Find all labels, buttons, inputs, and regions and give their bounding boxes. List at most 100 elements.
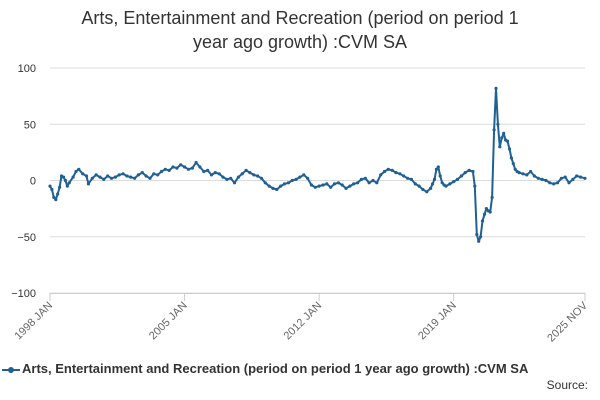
data-point: [471, 169, 475, 174]
data-point: [198, 165, 202, 169]
data-point: [256, 174, 260, 178]
data-point: [290, 178, 294, 183]
data-point: [144, 174, 148, 178]
data-point: [479, 235, 483, 239]
data-point: [225, 177, 229, 181]
data-point: [583, 176, 587, 180]
data-point: [317, 184, 321, 188]
data-point: [540, 177, 544, 181]
data-point: [325, 182, 329, 186]
data-point: [175, 166, 179, 170]
data-point: [421, 187, 425, 192]
data-point: [431, 182, 435, 186]
data-point: [579, 175, 583, 179]
data-point: [409, 177, 413, 181]
data-point: [252, 173, 256, 177]
data-point: [498, 145, 502, 149]
data-point: [398, 172, 402, 176]
data-point: [425, 190, 429, 194]
legend[interactable]: Arts, Entertainment and Recreation (peri…: [2, 361, 528, 376]
data-point: [563, 175, 567, 179]
data-point: [98, 175, 102, 179]
data-point: [286, 181, 290, 185]
data-point: [61, 175, 66, 179]
data-point: [209, 173, 214, 177]
data-point: [484, 207, 488, 211]
y-tick-label: 50: [24, 119, 36, 131]
legend-label: Arts, Entertainment and Recreation (peri…: [22, 361, 529, 376]
data-point: [536, 176, 540, 180]
data-point: [552, 182, 556, 186]
data-point: [548, 181, 552, 185]
data-point: [509, 156, 513, 160]
data-point: [559, 176, 564, 180]
chart-title: Arts, Entertainment and Recreation (peri…: [0, 6, 600, 54]
data-point: [348, 184, 352, 188]
data-point: [356, 181, 360, 185]
data-point: [109, 176, 114, 180]
data-point: [386, 167, 390, 171]
data-point: [438, 174, 442, 178]
x-tick-label: 1998 JAN: [12, 300, 55, 343]
series-line: [49, 87, 586, 243]
data-point: [56, 192, 60, 196]
data-point: [525, 173, 529, 177]
data-point: [477, 239, 481, 243]
data-point: [125, 174, 129, 178]
series-group: [48, 86, 587, 243]
data-point: [473, 184, 477, 188]
data-point: [213, 171, 217, 175]
data-point: [74, 169, 78, 174]
data-point: [136, 173, 140, 177]
gridlines: [50, 67, 585, 294]
data-point: [490, 195, 494, 199]
data-point: [448, 182, 452, 186]
data-point: [329, 185, 333, 189]
data-point: [102, 177, 106, 181]
data-point: [159, 169, 164, 174]
data-point: [505, 139, 510, 143]
data-point: [221, 175, 225, 179]
data-point: [117, 173, 121, 177]
data-point: [156, 173, 160, 177]
legend-marker-icon: [2, 365, 20, 375]
data-point: [279, 184, 283, 188]
x-tick-label: 2019 JAN: [416, 300, 459, 343]
data-point: [58, 185, 62, 189]
data-point: [294, 177, 298, 181]
data-point: [106, 174, 110, 178]
data-point: [63, 178, 67, 183]
data-point: [275, 187, 279, 192]
y-tick-label: −50: [17, 232, 36, 244]
data-point: [50, 187, 54, 192]
data-point: [371, 178, 375, 183]
data-point: [306, 176, 310, 180]
data-point: [282, 182, 287, 186]
data-point: [52, 195, 56, 199]
data-point: [67, 181, 71, 185]
data-point: [77, 167, 81, 171]
data-point: [390, 168, 394, 172]
data-point: [340, 183, 344, 187]
data-point: [467, 168, 471, 172]
x-tick-label: 2012 JAN: [282, 300, 325, 343]
data-point: [202, 169, 206, 174]
data-point: [406, 176, 410, 180]
data-point: [229, 176, 233, 180]
data-point: [271, 186, 275, 190]
data-point: [133, 176, 137, 180]
data-point: [113, 175, 117, 179]
y-axis: 100 50 0 −50 −100: [11, 63, 36, 300]
data-point: [492, 128, 496, 132]
data-point: [129, 175, 133, 179]
data-point: [482, 212, 487, 216]
data-point: [394, 171, 398, 175]
data-point: [321, 183, 325, 187]
data-point: [121, 172, 125, 176]
data-point: [459, 174, 463, 178]
y-tick-label: 100: [18, 63, 36, 75]
data-point: [511, 162, 515, 166]
data-point: [263, 181, 267, 185]
data-point: [544, 178, 548, 183]
data-point: [575, 174, 579, 178]
